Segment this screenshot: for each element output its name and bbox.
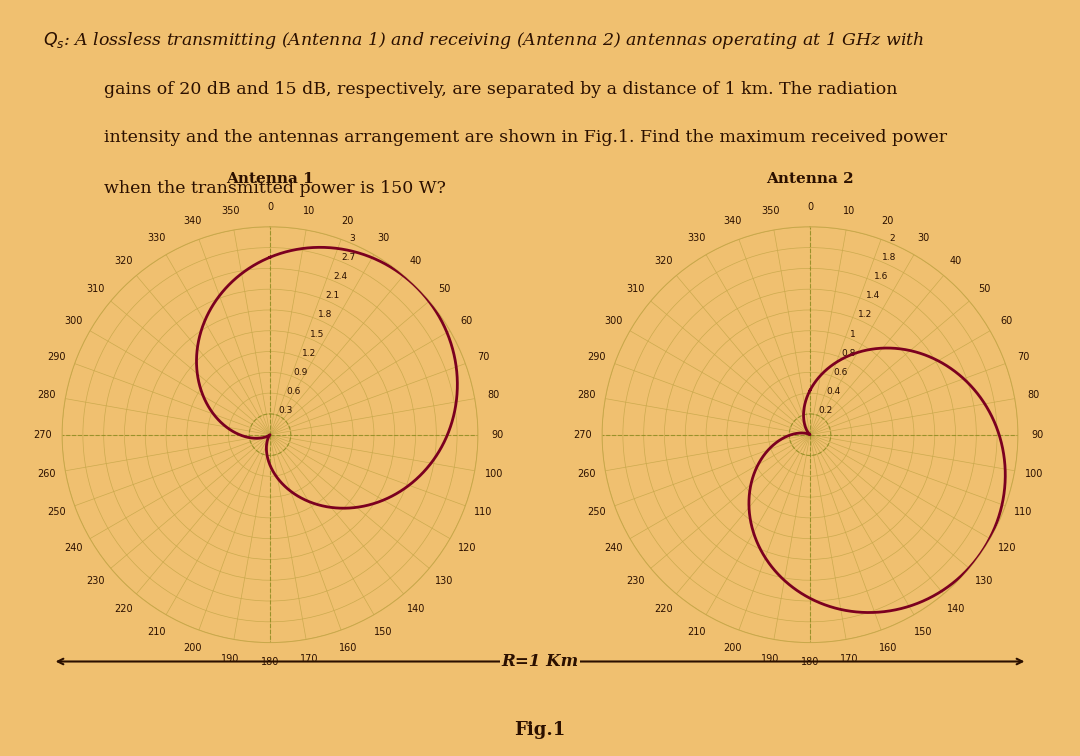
Text: R=1 Km: R=1 Km — [501, 653, 579, 670]
Text: intensity and the antennas arrangement are shown in Fig.1. Find the maximum rece: intensity and the antennas arrangement a… — [104, 129, 947, 147]
Title: Antenna 2: Antenna 2 — [766, 172, 854, 186]
Text: Fig.1: Fig.1 — [514, 720, 566, 739]
Text: when the transmitted power is 150 W?: when the transmitted power is 150 W? — [104, 180, 446, 197]
Text: $\mathit{Q_s}$: A lossless transmitting (Antenna 1) and receiving (Antenna 2) an: $\mathit{Q_s}$: A lossless transmitting … — [43, 30, 924, 51]
Text: gains of 20 dB and 15 dB, respectively, are separated by a distance of 1 km. The: gains of 20 dB and 15 dB, respectively, … — [104, 81, 897, 98]
Title: Antenna 1: Antenna 1 — [226, 172, 314, 186]
